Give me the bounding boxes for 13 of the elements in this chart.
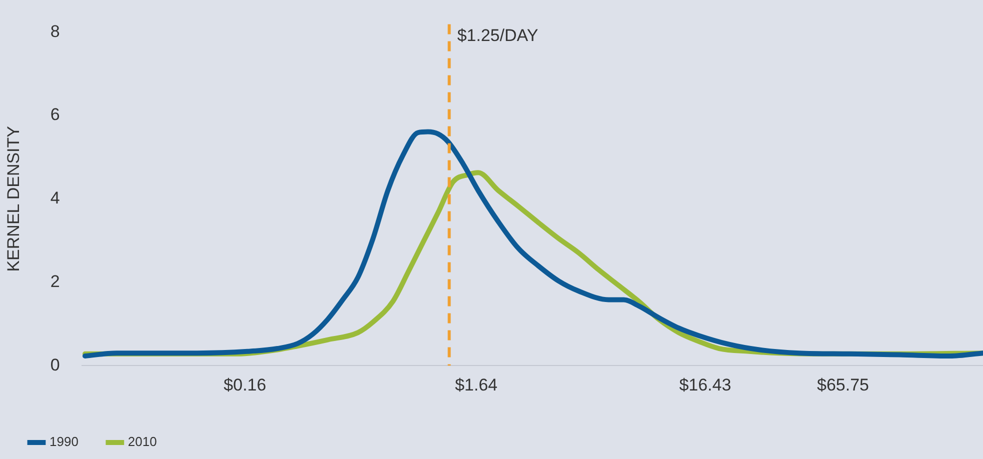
x-tick-label: $65.75 <box>817 375 869 394</box>
legend-label: 1990 <box>50 434 78 450</box>
y-tick-label: 8 <box>50 22 60 41</box>
y-tick-label: 6 <box>50 105 60 124</box>
x-tick-label: $0.16 <box>224 375 266 394</box>
ref-line-label: $1.25/DAY <box>457 26 538 45</box>
x-tick-label: $1.64 <box>454 375 498 394</box>
y-tick-label: 2 <box>50 272 60 291</box>
legend-label: 2010 <box>128 434 157 450</box>
y-axis-title: KERNEL DENSITY <box>4 126 23 272</box>
y-tick-label: 4 <box>50 188 60 208</box>
y-tick-label: 0 <box>50 355 60 374</box>
x-tick-label: $16.43 <box>679 375 732 394</box>
